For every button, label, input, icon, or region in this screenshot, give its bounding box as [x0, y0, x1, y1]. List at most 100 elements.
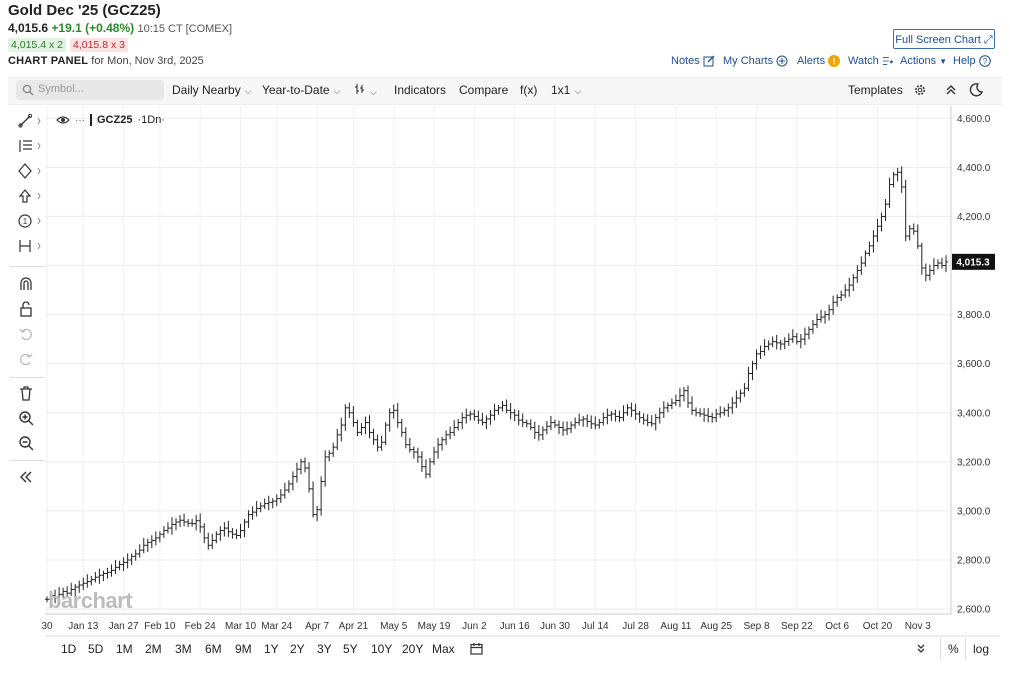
measure-tool-icon[interactable]	[18, 238, 42, 254]
chevron-down-icon: ⌵	[574, 86, 582, 96]
watermark: barchart	[48, 588, 133, 613]
bar-type-dropdown[interactable]: ⌵	[354, 83, 377, 98]
ohlc-bar	[754, 349, 759, 370]
ohlc-bar	[681, 386, 686, 402]
ohlc-bar	[57, 587, 62, 603]
ohlc-bar	[190, 518, 195, 527]
watch-label: Watch	[848, 55, 879, 67]
log-scale-toggle[interactable]: log	[973, 642, 990, 656]
zoom-in-icon[interactable]	[18, 410, 34, 426]
my-charts-label: My Charts	[723, 55, 774, 67]
ohlc-bar	[810, 319, 815, 334]
ohlc-bar	[556, 420, 561, 435]
timeframe-1y-button[interactable]: 1Y	[264, 642, 279, 656]
ohlc-bar	[649, 415, 654, 427]
ohlc-bar	[883, 199, 888, 221]
indicators-button[interactable]: Indicators	[394, 83, 447, 97]
ohlc-bar	[823, 310, 828, 324]
arrow-tool-icon[interactable]	[18, 188, 42, 204]
x-tick-label: Feb 10	[144, 621, 176, 632]
divider	[10, 377, 45, 378]
gear-icon[interactable]	[913, 83, 927, 97]
collapse-left-icon[interactable]	[18, 469, 34, 485]
eye-icon[interactable]	[56, 115, 70, 125]
percent-scale-toggle[interactable]: %	[948, 642, 959, 656]
timeframe-5d-button[interactable]: 5D	[88, 642, 104, 656]
ohlc-bar	[395, 402, 400, 428]
trash-icon[interactable]	[18, 385, 34, 401]
timeframe-3m-button[interactable]: 3M	[175, 642, 192, 656]
range-dropdown[interactable]: Year-to-Date ⌵	[262, 83, 340, 97]
ohlc-bar	[851, 274, 856, 292]
symbol-search-input[interactable]: Symbol...	[16, 80, 164, 100]
ohlc-bar	[307, 462, 312, 493]
ohlc-bar	[379, 435, 384, 451]
fx-button[interactable]: f(x)	[520, 83, 538, 97]
x-tick-label: Aug 11	[660, 621, 691, 632]
timeframe-5y-button[interactable]: 5Y	[343, 642, 358, 656]
help-link[interactable]: Help ?	[953, 55, 991, 67]
trendline-tool-icon[interactable]	[18, 113, 42, 129]
actions-menu[interactable]: Actions ▼	[900, 55, 947, 67]
aggregation-dropdown[interactable]: Daily Nearby ⌵	[172, 83, 252, 97]
calendar-icon[interactable]	[470, 642, 483, 655]
ohlc-bar	[298, 458, 303, 475]
dark-mode-icon[interactable]	[969, 82, 984, 97]
templates-button[interactable]: Templates	[848, 83, 903, 97]
collapse-up-icon[interactable]	[945, 83, 957, 97]
ohlc-bar	[230, 528, 235, 539]
ohlc-bar	[371, 428, 376, 445]
compare-button[interactable]: Compare	[459, 83, 509, 97]
ohlc-bar	[472, 409, 477, 421]
ohlc-bar	[766, 340, 771, 351]
timeframe-9m-button[interactable]: 9M	[235, 642, 252, 656]
timeframe-2y-button[interactable]: 2Y	[290, 642, 305, 656]
divider	[965, 638, 966, 660]
double-chevron-down-icon[interactable]	[916, 643, 926, 655]
x-tick-label: Apr 7	[305, 621, 329, 632]
legend-symbol: GCZ25	[97, 114, 133, 126]
fibonacci-tool-icon[interactable]	[18, 138, 42, 154]
timeframe-6m-button[interactable]: 6M	[205, 642, 222, 656]
ohlc-bar	[73, 584, 78, 597]
more-icon[interactable]: ···	[75, 114, 85, 126]
ohlc-bar	[496, 404, 501, 415]
unlock-icon[interactable]	[18, 301, 34, 317]
timeframe-max-button[interactable]: Max	[432, 642, 455, 656]
timeframe-20y-button[interactable]: 20Y	[402, 642, 424, 656]
annotation-tool-icon[interactable]: 1	[18, 213, 42, 229]
full-screen-chart-button[interactable]: Full Screen Chart ⤢	[893, 29, 995, 49]
notes-link[interactable]: Notes	[671, 55, 715, 67]
ohlc-bar	[512, 409, 517, 422]
y-tick-label: 2,600.0	[957, 605, 991, 616]
undo-icon[interactable]	[18, 326, 34, 342]
timeframe-10y-button[interactable]: 10Y	[371, 642, 393, 656]
shape-tool-icon[interactable]	[18, 163, 42, 179]
layout-dropdown[interactable]: 1x1 ⌵	[551, 83, 581, 97]
my-charts-link[interactable]: My Charts	[723, 55, 788, 67]
timeframe-2m-button[interactable]: 2M	[145, 642, 162, 656]
alerts-link[interactable]: Alerts !	[797, 55, 841, 67]
watch-link[interactable]: Watch	[848, 55, 894, 67]
ohlc-bar	[500, 400, 505, 412]
timeframe-1d-button[interactable]: 1D	[61, 642, 77, 656]
timeframe-3y-button[interactable]: 3Y	[317, 642, 332, 656]
ohlc-bar	[440, 436, 445, 451]
x-axis: 30 Jan 13 Jan 27 Feb 10 Feb 24 Mar 10 Mar 24 Ap…	[41, 621, 931, 632]
ohlc-bar	[939, 257, 944, 269]
ohlc-bar	[774, 334, 779, 350]
ohlc-bar	[262, 498, 267, 509]
ohlc-bar	[524, 419, 529, 428]
ohlc-bar	[286, 480, 291, 494]
ohlc-bar	[419, 451, 424, 472]
search-icon	[22, 84, 34, 96]
redo-icon[interactable]	[18, 351, 34, 367]
ohlc-bar	[133, 549, 138, 561]
magnet-icon[interactable]	[18, 276, 34, 292]
zoom-out-icon[interactable]	[18, 435, 34, 451]
x-tick-label: Sep 8	[743, 621, 770, 632]
watchlist-icon	[882, 57, 893, 65]
timeframe-1m-button[interactable]: 1M	[116, 642, 133, 656]
ohlc-bar	[69, 582, 74, 597]
